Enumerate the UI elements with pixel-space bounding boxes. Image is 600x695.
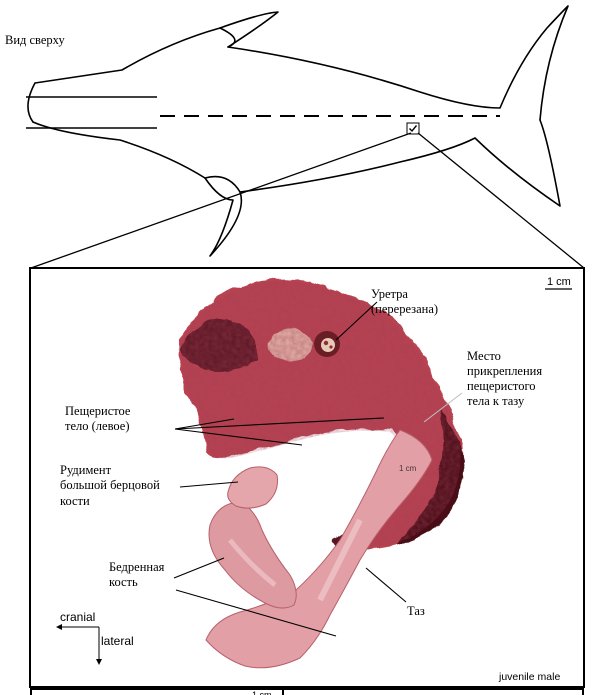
orientation-indicator: cranial lateral [56,610,134,665]
location-marker [406,122,420,135]
label-tibia-2: большой берцовой [60,478,160,492]
femur-pointer-1 [173,557,225,579]
femur-pointer-2 [175,589,337,637]
label-attach-1: Место [467,349,501,363]
urethra-pointer [335,301,378,341]
scale-label: 1 cm [547,276,571,288]
label-cavernous-1: Пещеристое [65,404,131,418]
cavernous-pointer-2 [174,428,303,446]
arrow-left-icon [56,624,62,630]
orientation-lateral: lateral [101,634,134,648]
label-attach-4: тела к тазу [467,394,525,408]
cavernous-pointer-1 [174,418,235,430]
label-pelvis: Таз [407,604,425,618]
arrow-down-icon [96,659,102,665]
label-femur-2: кость [109,575,138,589]
zoom-line-left [30,132,412,269]
label-cavernous-2: тело (левое) [65,419,130,433]
whale-outline [27,5,569,257]
bottom-strip: 1 cm [30,688,584,695]
check-icon [409,125,418,133]
attach-pointer [423,392,463,423]
orientation-cranial: cranial [60,610,95,624]
scale-bar: 1 cm [545,276,572,290]
tibia-pointer [179,481,239,488]
label-attach-2: прикрепления [467,364,542,378]
urethra-opening [314,331,340,357]
cavernous-pointer-3 [174,417,385,430]
zoom-line-right [417,132,585,269]
label-tibia-1: Рудимент [60,463,112,477]
top-view-title: Вид сверху [5,33,65,47]
whale-head-lines [26,96,157,129]
label-urethra-1: Уретра [371,287,408,301]
label-tibia-3: кости [60,494,90,508]
bone-highlight [317,518,363,602]
tibia-rudiment [227,466,278,509]
inner-scale-label: 1 cm [399,464,417,473]
pelvis-pointer [365,567,407,603]
annotation-lines [173,301,463,637]
label-femur-1: Бедренная [109,560,165,574]
strip-scale-label: 1 cm [252,690,272,695]
subject-label: juvenile male [498,671,560,683]
label-urethra-2: (перерезана) [371,302,438,316]
tissue-texture [181,280,461,547]
pelvis-bone [205,429,433,669]
specimen-photo [179,278,465,669]
femur-highlight [228,538,277,587]
label-attach-3: пещеристого [467,379,536,393]
annotation-labels: Уретра (перерезана) Место прикрепления п… [60,287,542,618]
